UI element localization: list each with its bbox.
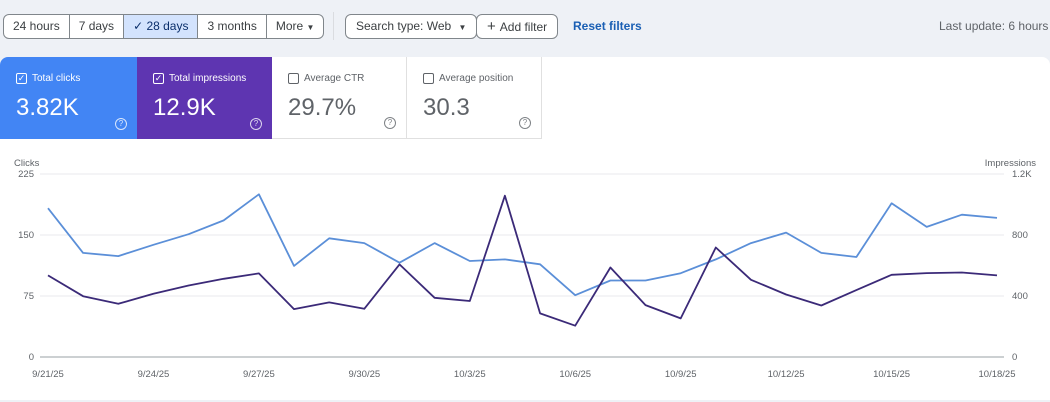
- metric-value: 29.7%: [288, 94, 357, 121]
- caret-down-icon: ▼: [458, 23, 467, 32]
- check-icon: ✓: [133, 19, 147, 33]
- x-tick-label: 10/6/25: [559, 369, 591, 380]
- x-tick-label: 9/27/25: [243, 369, 275, 380]
- help-icon[interactable]: ?: [519, 117, 531, 129]
- checkbox-unchecked-icon[interactable]: [288, 73, 299, 84]
- plus-icon: +: [487, 18, 496, 35]
- checkbox-unchecked-icon[interactable]: [423, 73, 434, 84]
- range-28-days-label: 28 days: [146, 19, 189, 33]
- metric-value: 3.82K: [16, 94, 79, 121]
- help-icon[interactable]: ?: [115, 118, 127, 130]
- right-tick-label: 400: [1012, 291, 1028, 302]
- x-tick-label: 10/3/25: [454, 369, 486, 380]
- reset-filters-link[interactable]: Reset filters: [573, 19, 642, 33]
- checkbox-checked-icon[interactable]: ✓: [153, 73, 164, 84]
- metric-card-average-position[interactable]: Average position 30.3 ?: [407, 57, 542, 139]
- range-3-months[interactable]: 3 months: [198, 15, 267, 38]
- right-tick-label: 0: [1012, 352, 1017, 363]
- metric-label: Average CTR: [304, 73, 365, 84]
- metric-label: Total impressions: [169, 73, 247, 84]
- last-update-text: Last update: 6 hours a: [939, 19, 1050, 33]
- divider: [333, 12, 334, 40]
- x-tick-label: 10/12/25: [768, 369, 805, 380]
- range-24-hours[interactable]: 24 hours: [4, 15, 70, 38]
- search-type-label: Search type: Web: [356, 19, 452, 33]
- metric-value: 30.3: [423, 94, 470, 121]
- more-label: More: [275, 19, 304, 33]
- help-icon[interactable]: ?: [250, 118, 262, 130]
- right-tick-label: 1.2K: [1012, 169, 1032, 180]
- metric-label: Average position: [439, 73, 514, 84]
- right-tick-label: 800: [1012, 230, 1028, 241]
- left-tick-label: 150: [18, 230, 34, 241]
- x-tick-label: 9/24/25: [138, 369, 170, 380]
- series-line-impressions: [47, 194, 998, 327]
- search-type-dropdown[interactable]: Search type: Web ▼: [345, 14, 478, 39]
- range-more-dropdown[interactable]: More ▼: [267, 15, 324, 38]
- metric-label: Total clicks: [32, 73, 81, 84]
- left-axis-label: Clicks: [14, 158, 40, 169]
- add-filter-label: Add filter: [499, 20, 548, 34]
- right-axis-label: Impressions: [985, 158, 1036, 169]
- metric-value: 12.9K: [153, 94, 216, 121]
- x-tick-label: 9/21/25: [32, 369, 64, 380]
- metric-card-average-ctr[interactable]: Average CTR 29.7% ?: [272, 57, 407, 139]
- range-28-days[interactable]: ✓ 28 days: [124, 15, 199, 38]
- checkbox-checked-icon[interactable]: ✓: [16, 73, 27, 84]
- help-icon[interactable]: ?: [384, 117, 396, 129]
- caret-down-icon: ▼: [306, 23, 315, 32]
- left-tick-label: 0: [29, 352, 34, 363]
- metric-card-total-impressions[interactable]: ✓ Total impressions 12.9K ?: [137, 57, 272, 139]
- add-filter-button[interactable]: + Add filter: [476, 14, 559, 39]
- left-tick-label: 75: [23, 291, 34, 302]
- x-tick-label: 10/9/25: [665, 369, 697, 380]
- metric-card-total-clicks[interactable]: ✓ Total clicks 3.82K ?: [0, 57, 137, 139]
- range-7-days[interactable]: 7 days: [70, 15, 125, 38]
- series-line-clicks: [47, 193, 998, 297]
- x-tick-label: 10/18/25: [979, 369, 1016, 380]
- x-tick-label: 9/30/25: [348, 369, 380, 380]
- date-range-selector: 24 hours 7 days ✓ 28 days 3 months More …: [3, 14, 325, 39]
- left-tick-label: 225: [18, 169, 34, 180]
- x-tick-label: 10/15/25: [873, 369, 910, 380]
